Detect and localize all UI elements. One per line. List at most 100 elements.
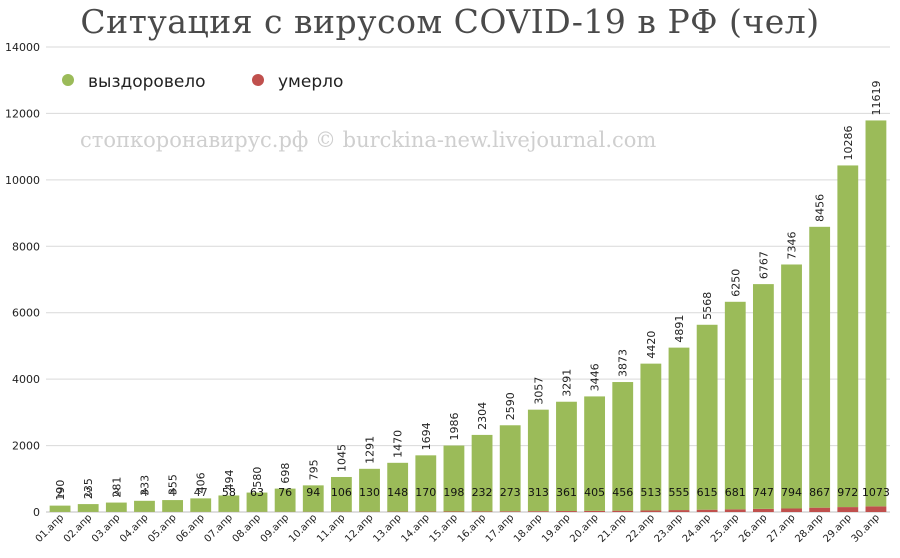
- legend-item-recovered: выздоровело: [62, 72, 206, 92]
- bar-inner-label: 148: [387, 486, 408, 499]
- x-tick-label: 21.апр: [596, 512, 628, 544]
- x-tick-label: 12.апр: [343, 512, 375, 544]
- x-tick-label: 23.апр: [653, 512, 685, 544]
- bar-top-label: 580: [251, 467, 264, 488]
- bar-inner-label: 405: [584, 486, 605, 499]
- bar-recovered: [640, 363, 662, 511]
- bar-top-label: 4891: [673, 315, 686, 343]
- bar-inner-label: 58: [222, 486, 236, 499]
- x-tick-label: 03.апр: [90, 512, 122, 544]
- bar-recovered: [49, 505, 71, 512]
- bar-recovered: [837, 165, 859, 508]
- bar-top-label: 1291: [364, 436, 377, 464]
- x-tick-label: 20.апр: [568, 512, 600, 544]
- bar-recovered: [218, 495, 240, 512]
- bar-inner-label: 555: [669, 486, 690, 499]
- x-tick-label: 15.апр: [428, 512, 460, 544]
- bar-recovered: [162, 500, 184, 512]
- y-tick-label: 10000: [5, 174, 40, 187]
- bar-deaths: [527, 511, 549, 512]
- bar-top-label: 235: [82, 478, 95, 499]
- bar-recovered: [246, 492, 268, 512]
- x-tick-label: 13.апр: [371, 512, 403, 544]
- bar-deaths: [668, 510, 690, 512]
- bar-inner-label: 456: [612, 486, 633, 499]
- x-tick-label: 19.апр: [540, 512, 572, 544]
- chart-title: Ситуация с вирусом COVID-19 в РФ (чел): [80, 2, 820, 41]
- bar-top-label: 10286: [842, 125, 855, 160]
- bar-top-label: 6767: [757, 251, 770, 279]
- bar-recovered: [696, 324, 718, 510]
- bar-inner-label: 170: [415, 486, 436, 499]
- watermark: стопкоронавирус.рф © burckina-new.livejo…: [80, 128, 657, 152]
- bar-recovered: [499, 425, 521, 512]
- legend-label-deaths: умерло: [278, 72, 344, 92]
- bar-top-label: 355: [167, 474, 180, 495]
- bar-inner-label: 513: [640, 486, 661, 499]
- bar-top-label: 3291: [560, 369, 573, 397]
- bar-deaths: [865, 506, 887, 512]
- y-tick-label: 8000: [12, 240, 40, 253]
- bar-recovered: [443, 445, 465, 512]
- bar-inner-label: 794: [781, 486, 802, 499]
- bar-recovered: [752, 284, 774, 509]
- bar-recovered: [724, 301, 746, 510]
- bar-recovered: [330, 476, 352, 512]
- y-tick-label: 14000: [5, 41, 40, 54]
- bar-top-label: 698: [279, 463, 292, 484]
- legend-swatch-recovered: [62, 74, 74, 86]
- x-tick-label: 17.апр: [484, 512, 516, 544]
- bar-deaths: [809, 507, 831, 512]
- bar-top-label: 1986: [448, 413, 461, 441]
- y-tick-label: 0: [33, 506, 40, 519]
- bar-inner-label: 615: [697, 486, 718, 499]
- bar-inner-label: 972: [837, 486, 858, 499]
- bar-inner-label: 747: [753, 486, 774, 499]
- bar-top-label: 11619: [870, 80, 883, 115]
- x-tick-label: 28.апр: [793, 512, 825, 544]
- bar-inner-label: 2: [57, 486, 64, 499]
- x-tick-label: 25.апр: [709, 512, 741, 544]
- bar-inner-label: 361: [556, 486, 577, 499]
- x-tick-label: 27.апр: [765, 512, 797, 544]
- x-tick-label: 10.апр: [287, 512, 319, 544]
- x-tick-label: 05.апр: [146, 512, 178, 544]
- bar-inner-label: 4: [169, 486, 176, 499]
- bar-top-label: 5568: [701, 292, 714, 320]
- bar-inner-label: 47: [194, 486, 208, 499]
- bar-top-label: 3057: [532, 377, 545, 405]
- bar-deaths: [752, 508, 774, 512]
- bar-top-label: 8456: [814, 194, 827, 222]
- x-tick-label: 24.апр: [681, 512, 713, 544]
- bar-deaths: [837, 507, 859, 512]
- x-tick-label: 22.апр: [625, 512, 657, 544]
- bar-recovered: [612, 382, 634, 511]
- x-tick-label: 06.апр: [174, 512, 206, 544]
- y-tick-label: 12000: [5, 107, 40, 120]
- bar-top-label: 406: [195, 472, 208, 493]
- bar-top-label: 1694: [420, 422, 433, 450]
- y-tick-label: 6000: [12, 307, 40, 320]
- x-tick-label: 07.апр: [203, 512, 235, 544]
- bar-recovered: [668, 347, 690, 511]
- bar-inner-label: 1073: [862, 486, 890, 499]
- bar-top-label: 190: [54, 480, 67, 501]
- bar-inner-label: 313: [528, 486, 549, 499]
- x-tick-label: 08.апр: [231, 512, 263, 544]
- bar-recovered: [471, 434, 493, 512]
- x-tick-label: 26.апр: [737, 512, 769, 544]
- x-tick-label: 29.апр: [821, 512, 853, 544]
- x-tick-label: 02.апр: [62, 512, 94, 544]
- bar-deaths: [724, 509, 746, 512]
- bar-inner-label: 198: [443, 486, 464, 499]
- bar-top-label: 1045: [335, 444, 348, 472]
- bar-recovered: [809, 226, 831, 508]
- bar-top-label: 333: [138, 475, 151, 496]
- bar-recovered: [105, 502, 127, 512]
- bar-top-label: 795: [307, 459, 320, 480]
- bar-top-label: 281: [110, 477, 123, 498]
- bar-inner-label: 130: [359, 486, 380, 499]
- y-tick-label: 2000: [12, 440, 40, 453]
